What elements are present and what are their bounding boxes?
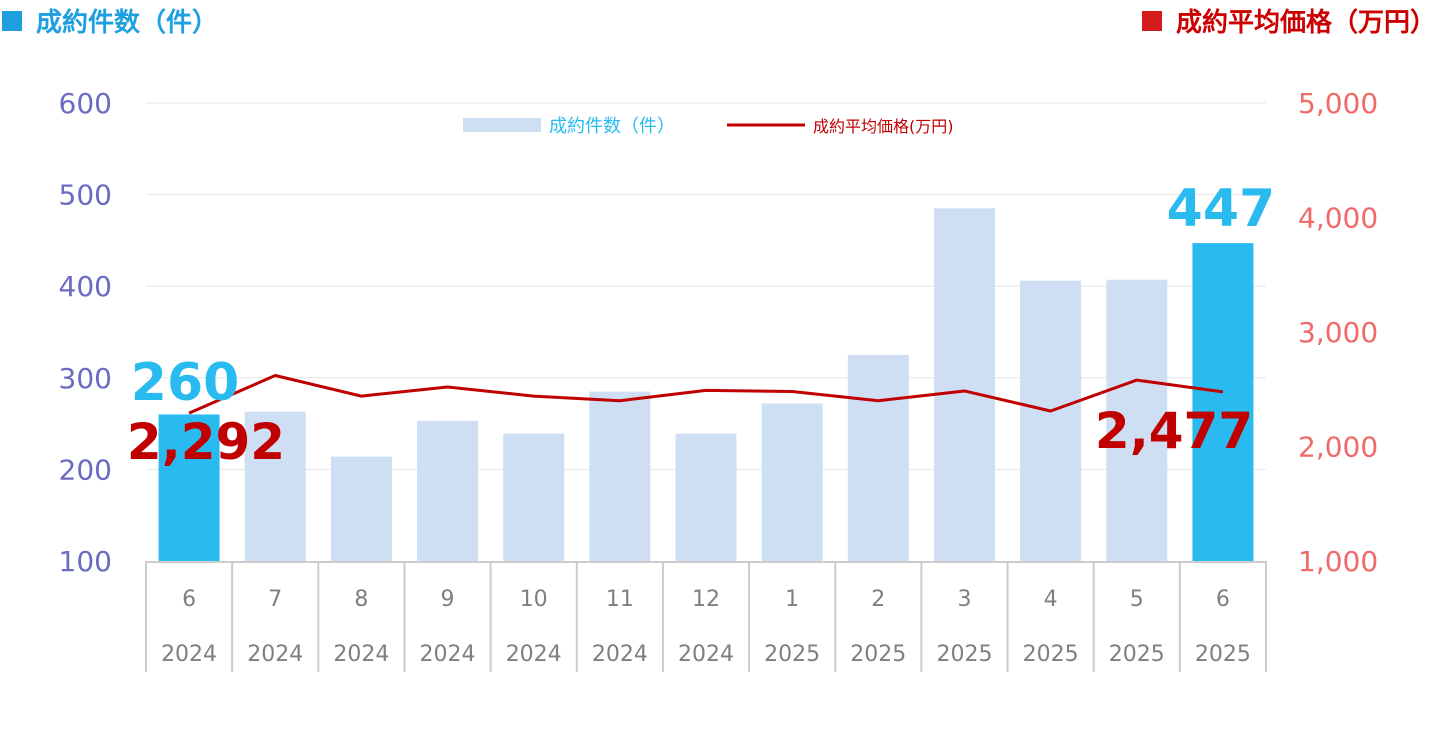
bar xyxy=(761,403,823,561)
data-label-bar-last: 447 xyxy=(1167,179,1276,239)
data-label-price-first: 2,292 xyxy=(127,413,285,471)
bar xyxy=(1106,279,1168,561)
legend-bar-swatch xyxy=(463,118,541,132)
bar xyxy=(244,411,306,561)
right-axis-tick-label: 1,000 xyxy=(1298,545,1378,578)
right-header-square-icon xyxy=(1141,10,1162,31)
right-axis-header: 成約平均価格（万円） xyxy=(1141,2,1436,39)
right-axis-tick-label: 5,000 xyxy=(1298,87,1378,120)
x-tick-label-month: 1 xyxy=(785,587,799,612)
x-tick-label-month: 4 xyxy=(1044,587,1058,612)
bar xyxy=(158,414,220,561)
x-tick-label-month: 12 xyxy=(692,587,720,612)
x-tick-label-month: 7 xyxy=(268,587,282,612)
x-tick-label-month: 10 xyxy=(520,587,548,612)
x-tick-label-month: 2 xyxy=(871,587,885,612)
x-tick-label-year: 2025 xyxy=(1109,642,1165,667)
x-tick-label-month: 6 xyxy=(1216,587,1230,612)
x-tick-label-year: 2024 xyxy=(420,642,476,667)
x-tick-label-month: 5 xyxy=(1130,587,1144,612)
data-label-price-last: 2,477 xyxy=(1095,402,1253,460)
bar xyxy=(330,456,392,561)
x-tick-label-year: 2025 xyxy=(764,642,820,667)
x-tick-label-month: 11 xyxy=(606,587,634,612)
x-tick-label-year: 2024 xyxy=(506,642,562,667)
bar xyxy=(589,391,651,561)
legend-bar-label: 成約件数（件） xyxy=(549,116,675,137)
bar xyxy=(417,420,479,561)
right-axis-tick-label: 3,000 xyxy=(1298,316,1378,349)
right-axis-tick-label: 2,000 xyxy=(1298,431,1378,464)
right-axis-tick-label: 4,000 xyxy=(1298,202,1378,235)
left-axis-tick-label: 600 xyxy=(59,87,112,120)
bar xyxy=(1020,280,1082,561)
bar xyxy=(847,354,909,561)
left-axis-tick-label: 200 xyxy=(59,453,112,486)
right-header-title: 成約平均価格（万円） xyxy=(1175,8,1436,38)
price-line xyxy=(188,374,1224,415)
left-axis-tick-label: 400 xyxy=(59,270,112,303)
x-tick-label-year: 2024 xyxy=(333,642,389,667)
left-axis-tick-label: 500 xyxy=(59,179,112,212)
bar xyxy=(1192,243,1254,561)
x-tick-label-year: 2024 xyxy=(161,642,217,667)
left-header-square-icon xyxy=(2,10,22,31)
legend-line-label: 成約平均価格(万円) xyxy=(813,117,954,136)
x-tick-label-year: 2025 xyxy=(1023,642,1079,667)
left-axis-header: 成約件数（件） xyxy=(2,2,218,39)
x-tick-label-year: 2024 xyxy=(592,642,648,667)
bar xyxy=(675,433,737,561)
x-tick-label-month: 8 xyxy=(354,587,368,612)
x-tick-label-month: 9 xyxy=(441,587,455,612)
x-tick-label-year: 2024 xyxy=(678,642,734,667)
left-axis-tick-label: 300 xyxy=(59,362,112,395)
bar xyxy=(503,433,565,561)
x-tick-label-year: 2025 xyxy=(850,642,906,667)
x-tick-label-month: 6 xyxy=(182,587,196,612)
x-tick-label-month: 3 xyxy=(957,587,971,612)
left-header-title: 成約件数（件） xyxy=(36,8,219,38)
x-tick-label-year: 2024 xyxy=(247,642,303,667)
left-axis-tick-label: 100 xyxy=(59,545,112,578)
bar xyxy=(933,208,995,561)
x-tick-label-year: 2025 xyxy=(1195,642,1251,667)
x-tick-label-year: 2025 xyxy=(936,642,992,667)
data-label-bar-first: 260 xyxy=(131,353,240,413)
